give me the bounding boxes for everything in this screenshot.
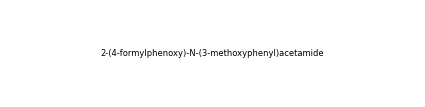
Text: 2-(4-formylphenoxy)-N-(3-methoxyphenyl)acetamide: 2-(4-formylphenoxy)-N-(3-methoxyphenyl)a… — [100, 49, 324, 58]
